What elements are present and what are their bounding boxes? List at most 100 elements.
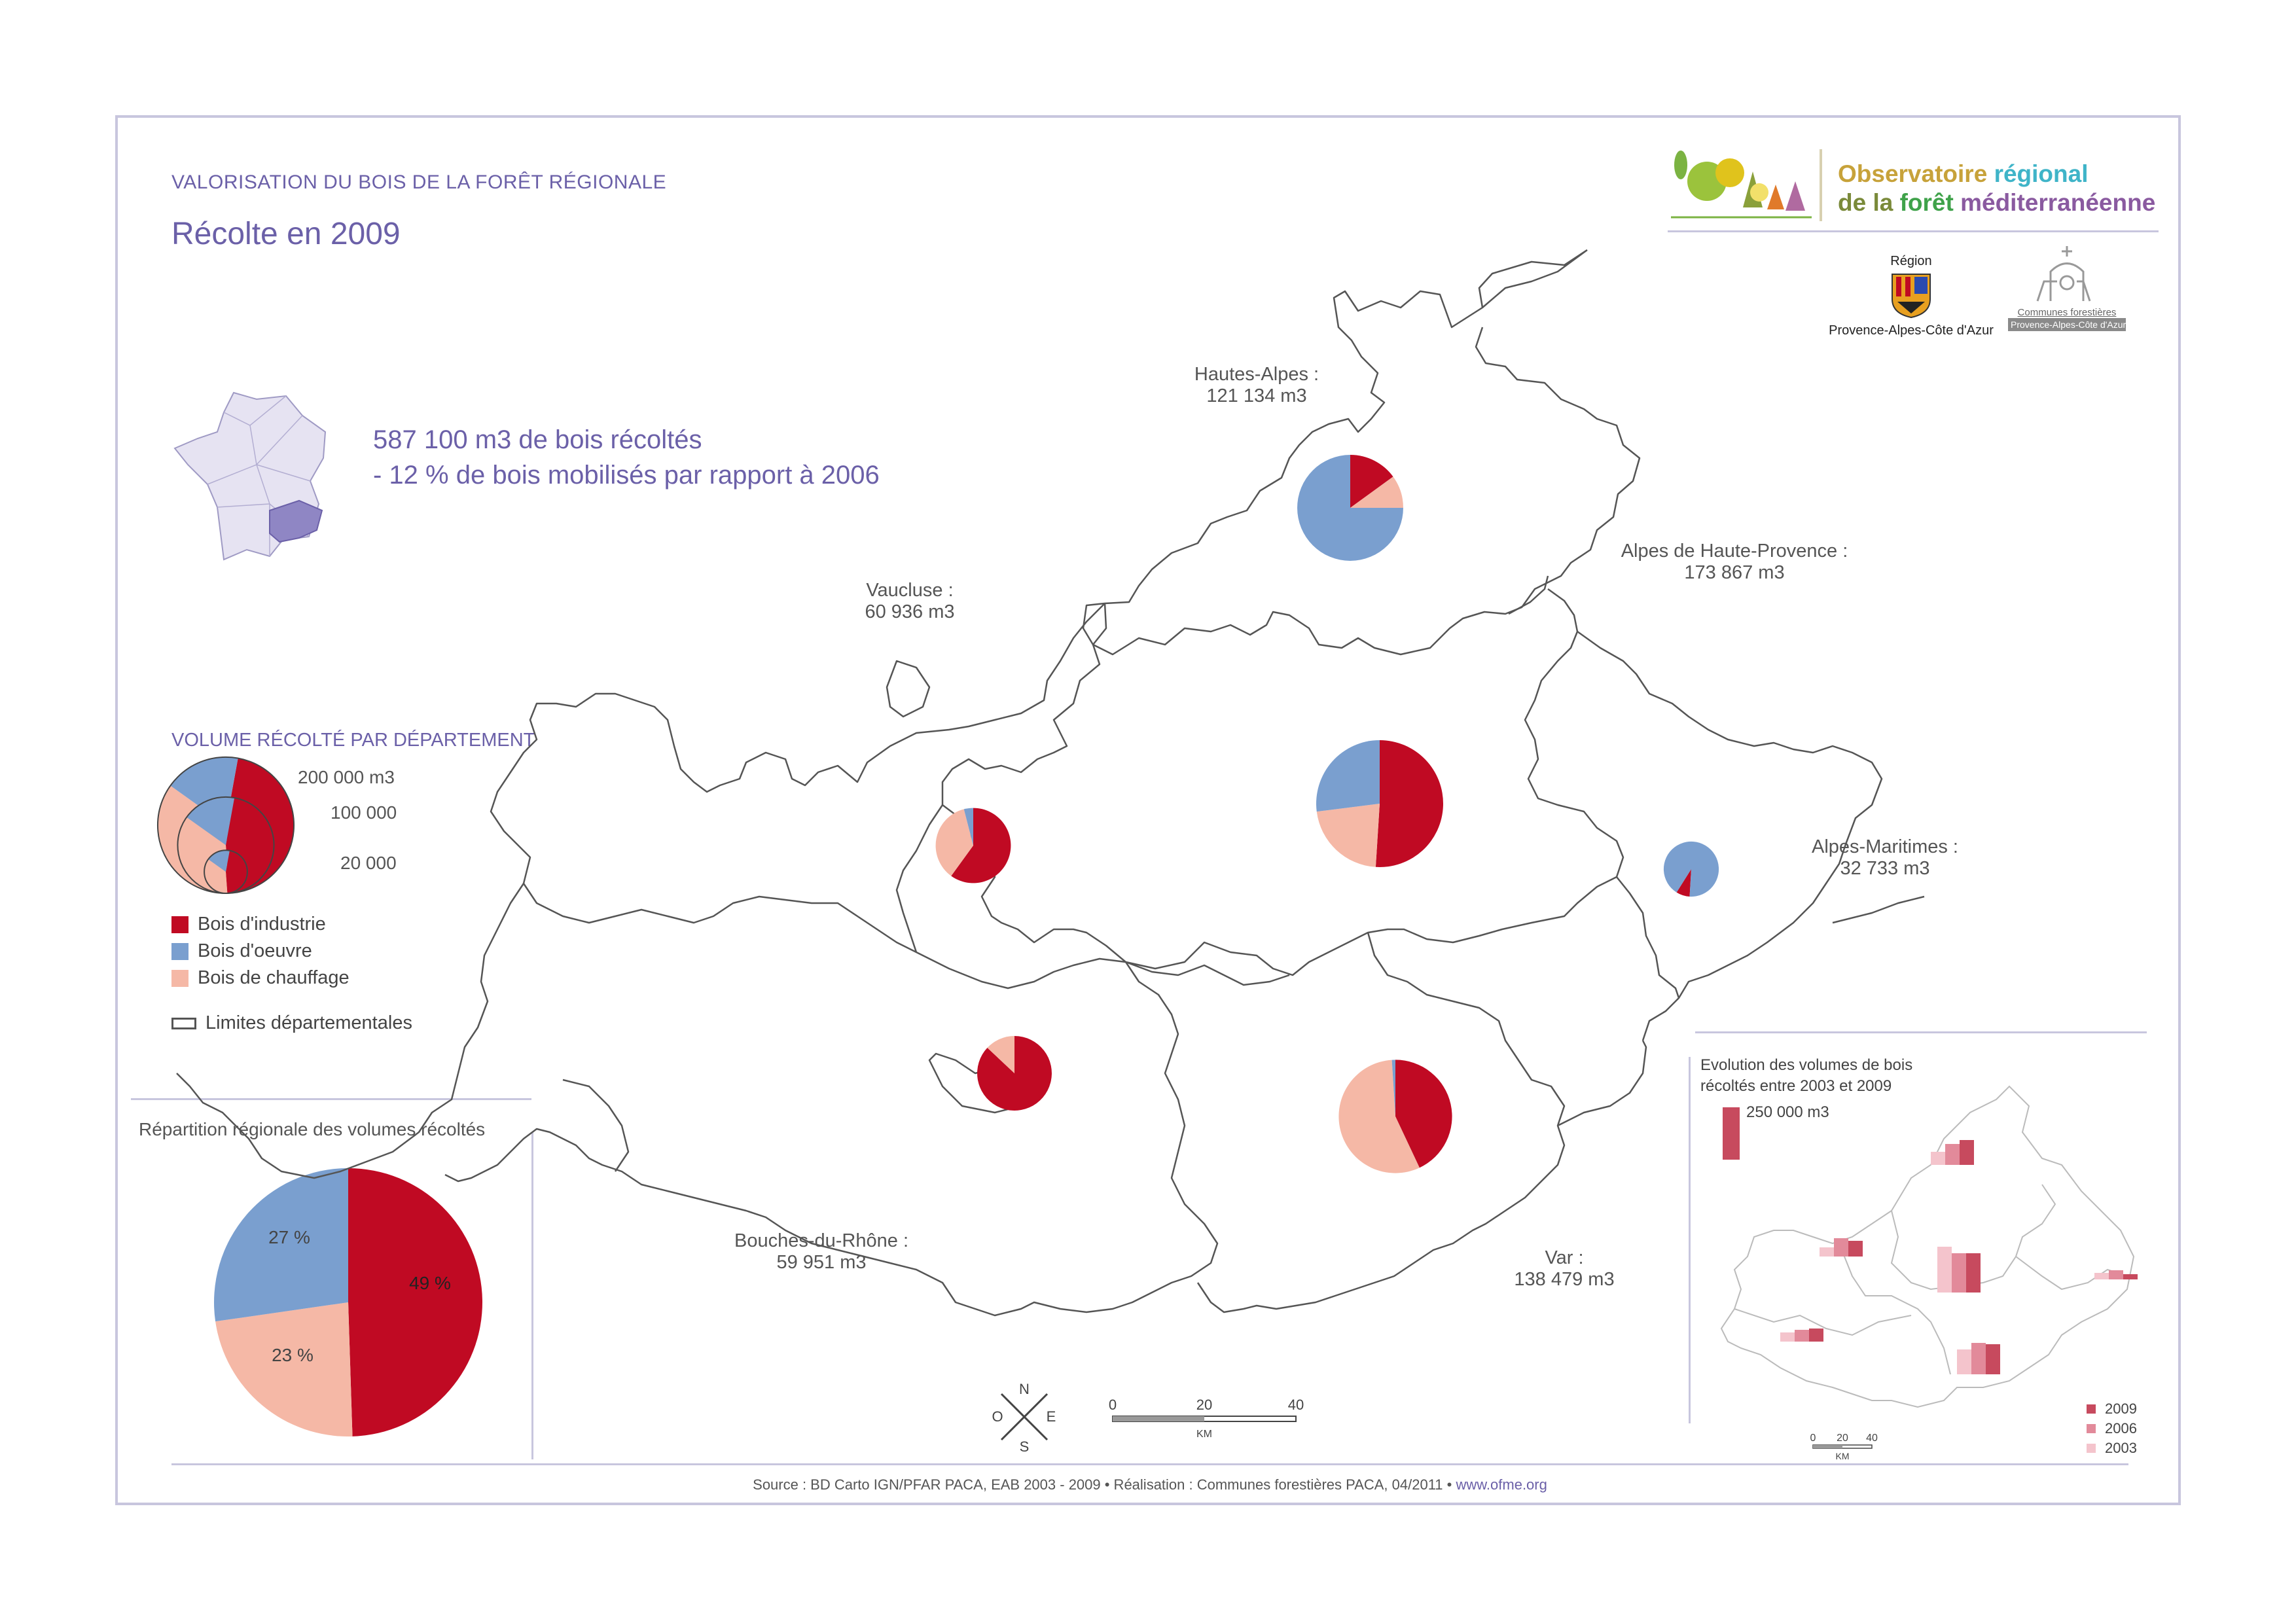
page-frame [115,115,2181,1505]
dept-pie-0-slice-industrie [1350,455,1393,508]
summary-volume: 587 100 m3 de bois récoltés [373,425,702,454]
evolution-title: Evolution des volumes de bois récoltés e… [1700,1055,1912,1097]
scale-tick-40: 40 [1288,1397,1304,1413]
dept-pie-2 [935,808,1011,883]
boundary-alpes-haute-provence [941,575,1624,976]
dept-name-vaucluse: Vaucluse : [866,580,954,601]
size-legend-pie-2-slice-chauffage [204,859,228,893]
footer-link[interactable]: www.ofme.org [1456,1476,1547,1493]
logo-word-foret: forêt [1899,189,1961,216]
boundary-hautes-alpes [1082,249,1641,656]
dept-pie-1-slice-oeuvre [1316,740,1380,812]
region-logo: Région Provence-Alpes-Côte d'Azur [1826,254,1996,338]
evo-legend-2003: 2003 [2087,1440,2137,1457]
scale-unit: KM [1196,1429,1212,1440]
legend-item-chauffage: Bois de chauffage [171,967,412,989]
regional-vrule [531,1132,533,1459]
label-bouches-du-rhone: Bouches-du-Rhône : 59 951 m3 [713,1230,929,1274]
dept-pie-0-slice-chauffage [1350,476,1403,508]
evo-label-2003: 2003 [2105,1440,2137,1456]
communes-line1: Communes forestières [2017,307,2117,318]
dept-pie-3 [1663,841,1719,897]
evo-bar-4-2006 [1795,1330,1809,1342]
dept-name-var: Var : [1545,1247,1584,1268]
dept-pie-3-slice-oeuvre [1663,841,1719,897]
region-logo-top: Région [1890,254,1932,268]
evo-swatch-2003 [2087,1444,2096,1453]
regional-pie-slice-industrie [348,1168,483,1436]
size-legend-pie-1-slice-oeuvre [187,796,235,846]
dept-volume-var: 138 479 m3 [1514,1269,1615,1290]
logo-word-de-la: de la [1838,189,1900,216]
footer: Source : BD Carto IGN/PFAR PACA, EAB 200… [171,1476,2128,1493]
logo-rule [1668,230,2159,232]
evo-bar-1-2003 [1937,1247,1952,1293]
regional-pie-slice-chauffage [215,1302,353,1436]
dept-pie-1-slice-industrie [1375,740,1444,868]
summary-stats: 587 100 m3 de bois récoltés - 12 % de bo… [373,422,880,493]
evo-label-2009: 2009 [2105,1400,2137,1417]
forest-logo-icon [1671,151,1812,219]
evo-scale-tick-0: 0 [1810,1433,1816,1444]
dept-name-bouches-du-rhone: Bouches-du-Rhône : [734,1230,908,1251]
evo-bar-1-2006 [1952,1253,1966,1293]
swatch-boundary [171,1017,196,1029]
evo-bar-0-2006 [1945,1144,1960,1165]
dept-name-hautes-alpes: Hautes-Alpes : [1194,364,1319,385]
swatch-oeuvre [171,942,188,960]
swatch-chauffage [171,969,188,987]
label-alpes-haute-provence: Alpes de Haute-Provence : 173 867 m3 [1597,541,1872,584]
evo-bar-0-2009 [1960,1140,1974,1165]
evo-bar-2-2003 [1820,1247,1834,1257]
dept-pie-2-slice-chauffage [935,809,973,876]
scale-bar: 0 20 40 KM [1109,1397,1304,1440]
dept-pie-0-slice-oeuvre [1297,455,1403,561]
logo-word-regional: régional [1994,160,2089,187]
legend-item-oeuvre: Bois d'oeuvre [171,940,412,962]
dept-pie-5 [1338,1060,1452,1173]
label-var: Var : 138 479 m3 [1486,1247,1643,1291]
compass-o: O [992,1408,1003,1425]
evo-bar-5-2003 [1957,1349,1971,1374]
size-label-200000: 200 000 m3 [298,767,395,787]
evo-scale-tick-20: 20 [1837,1433,1848,1444]
evolution-scale-bar [1723,1107,1740,1160]
regional-label-industrie: 49 % [409,1273,451,1293]
evolution-bars [1780,1140,2138,1374]
size-legend-ring-2 [204,849,248,895]
paca-highlight [269,499,323,543]
label-hautes-alpes: Hautes-Alpes : 121 134 m3 [1139,364,1374,407]
dept-volume-bouches-du-rhone: 59 951 m3 [776,1252,867,1273]
legend-label-industrie: Bois d'industrie [198,914,326,935]
dept-pie-1-slice-chauffage [1316,804,1380,867]
label-vaucluse: Vaucluse : 60 936 m3 [812,580,1008,623]
communes-line2: Provence-Alpes-Côte d'Azur [2008,318,2126,331]
compass-n: N [1019,1381,1030,1397]
dept-volume-hautes-alpes: 121 134 m3 [1206,385,1307,406]
observatoire-logo: Observatoire régional de la forêt médite… [1668,145,2159,230]
compass-rose: N S E O [992,1381,1056,1455]
footer-source: Source : BD Carto IGN/PFAR PACA, EAB 200… [753,1476,1456,1493]
coast-rhone-delta [562,1052,1022,1172]
compass-s: S [1020,1438,1030,1455]
legend-label-chauffage: Bois de chauffage [198,967,350,988]
region-shield-icon [1892,274,1931,319]
page-title: Récolte en 2009 [171,217,401,251]
legend-title: VOLUME RÉCOLTÉ PAR DÉPARTEMENT [171,730,535,751]
evo-bar-4-2009 [1809,1329,1823,1342]
dept-pie-5-slice-industrie [1395,1060,1452,1168]
dept-pie-5-slice-oeuvre [1391,1060,1395,1116]
regional-title: Répartition régionale des volumes récolt… [139,1119,486,1139]
dept-pie-1 [1316,740,1444,868]
evolution-scale-label: 250 000 m3 [1746,1103,1829,1121]
dept-name-alpes-haute-provence: Alpes de Haute-Provence : [1621,541,1848,562]
evolution-vrule [1689,1057,1691,1423]
regional-rule [131,1098,531,1100]
scale-tick-20: 20 [1196,1397,1212,1413]
category-legend: Bois d'industrie Bois d'oeuvre Bois de c… [171,914,412,1034]
dept-pie-4 [977,1036,1052,1111]
department-pies [935,455,1719,1173]
evo-swatch-2006 [2087,1424,2096,1433]
swatch-industrie [171,916,188,933]
